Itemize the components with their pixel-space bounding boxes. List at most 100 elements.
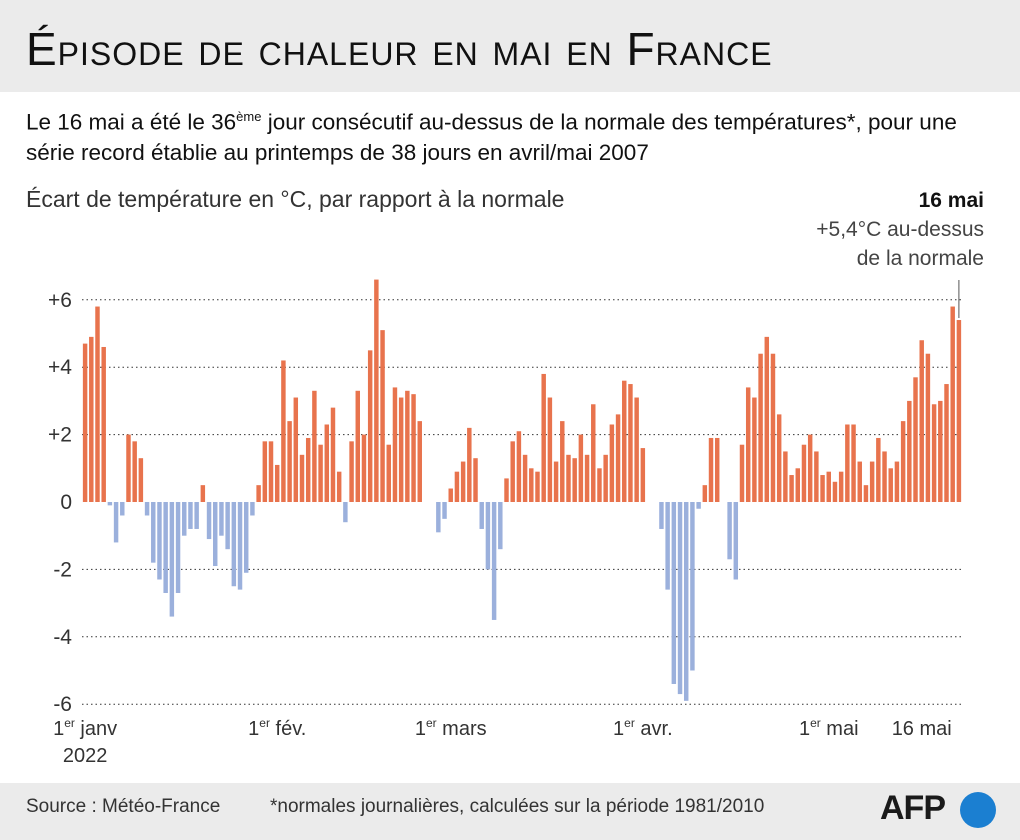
- afp-logo-dot-icon: [960, 792, 996, 828]
- y-tick-label: -2: [53, 558, 72, 581]
- afp-logo: AFP: [880, 789, 1000, 828]
- x-tick-label: 16 mai: [892, 718, 952, 740]
- data-bar: [473, 458, 478, 502]
- data-bar: [845, 424, 850, 502]
- data-bar: [752, 397, 757, 502]
- data-bar: [708, 437, 714, 502]
- data-bar: [547, 397, 553, 502]
- data-bar: [107, 502, 113, 506]
- data-bar: [832, 481, 838, 502]
- data-bar: [95, 306, 100, 502]
- data-bar: [801, 444, 807, 502]
- data-bar: [448, 488, 453, 502]
- data-bar: [863, 485, 869, 502]
- x-tick-label: 1er janv: [53, 716, 117, 740]
- data-bar: [151, 502, 156, 563]
- y-axis-title: Écart de température en °C, par rapport …: [26, 186, 565, 212]
- data-bar: [919, 340, 924, 502]
- data-bar: [628, 384, 633, 502]
- footer-band: [0, 783, 1020, 840]
- data-bar: [312, 390, 317, 502]
- data-bar: [262, 441, 268, 502]
- data-bar: [931, 404, 937, 502]
- data-bar: [894, 461, 900, 502]
- data-bar: [566, 454, 571, 502]
- data-bar: [336, 471, 342, 502]
- data-bar: [498, 502, 503, 550]
- data-bar: [169, 502, 175, 617]
- data-bar: [405, 390, 410, 502]
- data-bar: [795, 468, 800, 502]
- data-bar: [900, 421, 906, 502]
- data-bar: [609, 424, 615, 502]
- data-bar: [553, 461, 559, 502]
- data-bar: [361, 434, 367, 502]
- data-bar: [807, 434, 813, 502]
- data-bar: [814, 451, 819, 502]
- y-tick-label: -4: [53, 626, 72, 649]
- data-bar: [665, 502, 670, 590]
- data-bar: [392, 387, 398, 502]
- data-bar: [876, 437, 881, 502]
- data-bar: [374, 279, 379, 502]
- data-bar: [460, 461, 466, 502]
- data-bar: [882, 451, 887, 502]
- data-bar: [138, 458, 144, 502]
- y-tick-label: +4: [48, 356, 72, 379]
- data-bar: [330, 407, 336, 502]
- chart-title: Épisode de chaleur en mai en France: [26, 23, 773, 75]
- data-bar: [274, 464, 280, 502]
- data-bar: [182, 502, 187, 536]
- data-bar: [491, 502, 497, 620]
- data-bar: [485, 502, 491, 570]
- data-bar: [950, 306, 955, 502]
- annotation-line1: +5,4°C au-dessus: [816, 218, 984, 241]
- data-bar: [132, 441, 137, 502]
- data-bar: [299, 454, 305, 502]
- subtitle-superscript: ème: [236, 109, 262, 124]
- annotation-date: 16 mai: [918, 189, 984, 212]
- data-bar: [560, 421, 565, 502]
- data-bar: [696, 502, 701, 509]
- data-bar: [739, 444, 745, 502]
- data-bar: [454, 471, 460, 502]
- data-bar: [398, 397, 404, 502]
- data-bar: [89, 336, 94, 502]
- data-bar: [770, 353, 776, 502]
- data-bar: [349, 441, 354, 502]
- data-bar: [758, 353, 763, 502]
- x-tick-label-year: 2022: [63, 745, 108, 767]
- data-bar: [343, 502, 348, 523]
- data-bar: [820, 475, 825, 502]
- data-bar: [163, 502, 168, 593]
- subtitle-part1: Le 16 mai a été le 36: [26, 109, 237, 135]
- data-bar: [293, 397, 299, 502]
- data-bar: [113, 502, 119, 543]
- data-bar: [126, 434, 131, 502]
- data-bar: [355, 390, 360, 502]
- data-bar: [120, 502, 125, 516]
- data-bar: [522, 454, 528, 502]
- annotation-line2: de la normale: [856, 247, 984, 270]
- data-bar: [250, 502, 255, 516]
- title-band: [0, 0, 1020, 92]
- data-bar: [925, 353, 931, 502]
- data-bar: [702, 485, 708, 502]
- x-tick-label: 1er avr.: [613, 716, 673, 740]
- data-bar: [219, 502, 224, 536]
- data-bar: [318, 444, 323, 502]
- data-bar: [157, 502, 162, 580]
- data-bar: [417, 421, 422, 502]
- x-tick-label: 1er mars: [415, 716, 487, 740]
- data-bar: [237, 502, 243, 590]
- data-bar: [869, 461, 875, 502]
- data-bar: [938, 400, 943, 502]
- data-bar: [479, 502, 484, 529]
- data-bar: [82, 343, 88, 502]
- annotation: 16 mai +5,4°C au-dessus de la normale: [816, 186, 984, 273]
- data-bar: [634, 397, 639, 502]
- x-tick-label: 1er mai: [799, 716, 859, 740]
- data-bar: [907, 400, 912, 502]
- source-text: Source : Météo-France: [26, 796, 221, 817]
- data-bar: [243, 502, 249, 573]
